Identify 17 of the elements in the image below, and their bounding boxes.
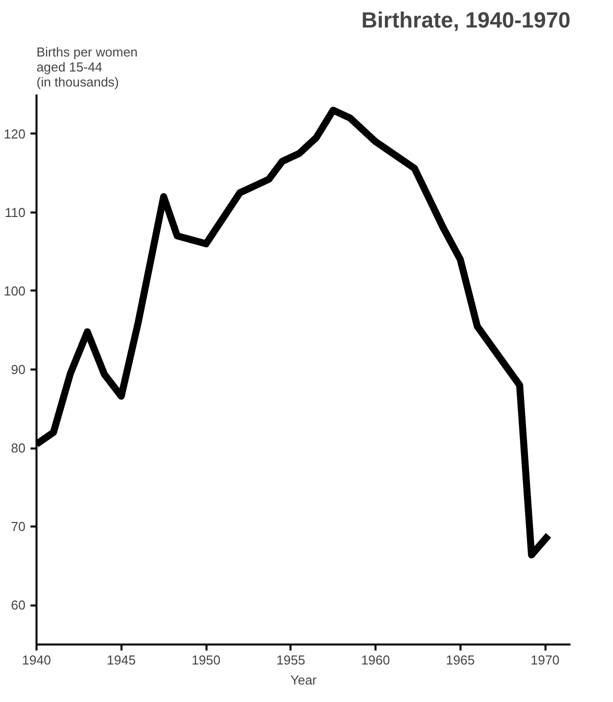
x-tick-label: 1965 bbox=[446, 652, 475, 668]
y-tick-label: 90 bbox=[11, 362, 26, 377]
y-axis-title: Births per women aged 15-44 (in thousands) bbox=[36, 44, 138, 90]
x-axis-title: Year bbox=[290, 672, 318, 688]
y-tick-label: 110 bbox=[4, 204, 26, 220]
y-tick-label: 70 bbox=[11, 519, 26, 534]
x-tick-label: 1955 bbox=[276, 652, 306, 668]
y-tick-label: 60 bbox=[11, 598, 26, 613]
chart-title: Birthrate, 1940-1970 bbox=[361, 8, 571, 32]
x-tick-label: 1970 bbox=[530, 652, 560, 668]
x-tick-label: 1950 bbox=[192, 652, 220, 668]
y-tick-label: 80 bbox=[11, 440, 26, 456]
y-tick-label: 120 bbox=[4, 126, 26, 142]
y-tick-label: 100 bbox=[4, 283, 26, 298]
x-tick-label: 1940 bbox=[22, 652, 51, 668]
x-tick-label: 1945 bbox=[106, 652, 136, 668]
x-tick-label: 1960 bbox=[361, 652, 390, 668]
